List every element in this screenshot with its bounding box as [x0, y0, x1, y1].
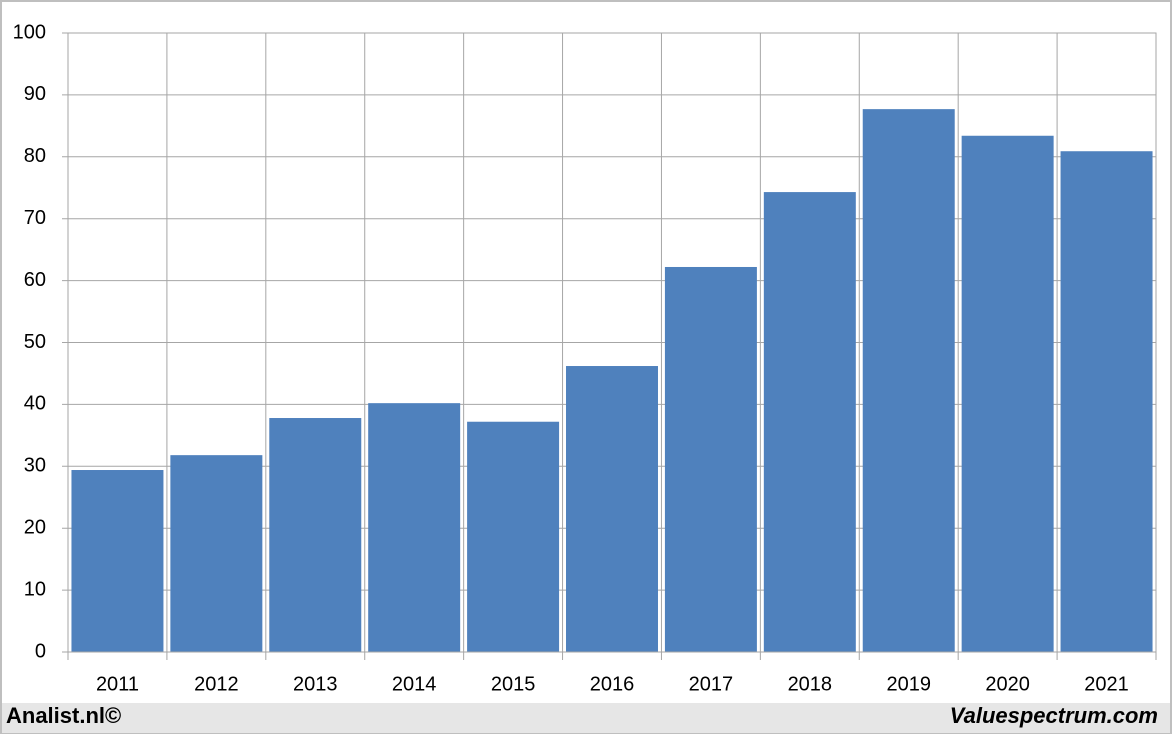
- bar: [467, 421, 560, 652]
- x-tick-label: 2018: [788, 673, 833, 695]
- y-tick-label: 0: [35, 640, 46, 662]
- bar: [566, 366, 658, 652]
- y-tick-label: 20: [24, 516, 46, 538]
- footer-right: Valuespectrum.com: [950, 703, 1158, 728]
- x-tick-label: 2017: [689, 673, 734, 695]
- footer-left: Analist.nl©: [6, 703, 121, 728]
- footer-bar: [2, 703, 1170, 733]
- bar: [862, 109, 955, 652]
- bar: [269, 418, 362, 652]
- y-tick-label: 70: [24, 207, 46, 229]
- x-tick-label: 2021: [1084, 673, 1129, 695]
- bar: [961, 135, 1054, 652]
- y-tick-label: 50: [24, 331, 46, 353]
- y-tick-label: 40: [24, 393, 46, 415]
- x-tick-label: 2015: [491, 673, 536, 695]
- y-tick-label: 100: [13, 21, 46, 43]
- bar: [664, 266, 757, 652]
- x-tick-label: 2014: [392, 673, 437, 695]
- bar: [170, 455, 263, 652]
- bar: [763, 192, 856, 652]
- x-tick-label: 2016: [590, 673, 635, 695]
- x-tick-label: 2019: [886, 673, 931, 695]
- bar: [71, 470, 164, 652]
- y-tick-label: 30: [24, 455, 46, 477]
- x-tick-label: 2011: [96, 673, 139, 695]
- y-tick-label: 60: [24, 269, 46, 291]
- y-tick-label: 10: [24, 578, 46, 600]
- x-tick-label: 2020: [985, 673, 1030, 695]
- x-tick-label: 2012: [194, 673, 239, 695]
- bar: [368, 403, 461, 652]
- y-tick-label: 80: [24, 145, 46, 167]
- y-tick-label: 90: [24, 83, 46, 105]
- bar: [1060, 151, 1153, 652]
- x-tick-label: 2013: [293, 673, 338, 695]
